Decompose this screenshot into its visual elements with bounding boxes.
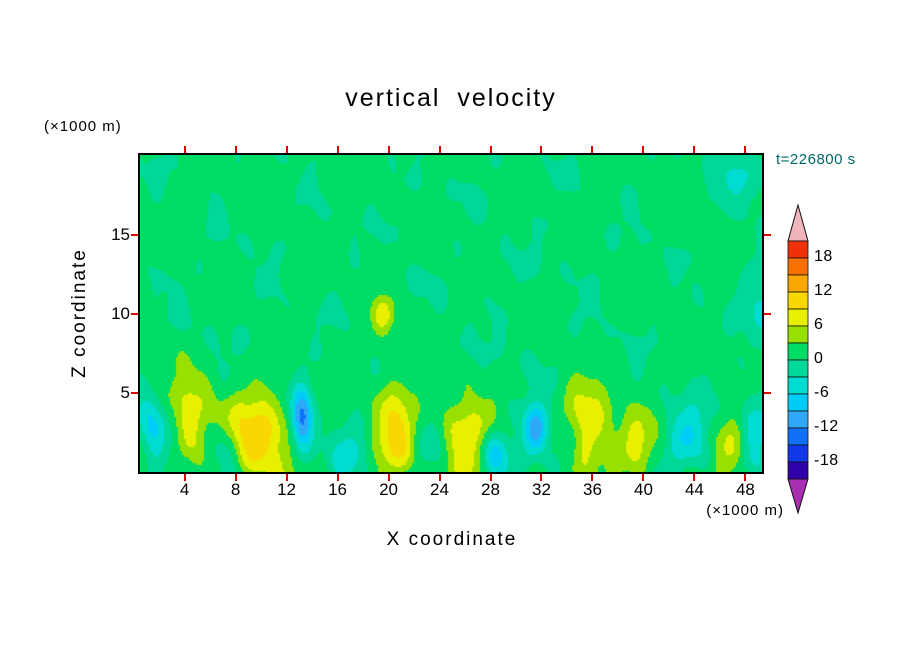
- contour-field-canvas: [140, 155, 762, 472]
- x-axis-tick: [285, 146, 288, 153]
- x-tick-label: 48: [735, 480, 755, 499]
- y-tick-label: 15: [111, 224, 130, 244]
- x-axis-tick: [336, 146, 339, 153]
- y-axis-tick: [764, 312, 771, 315]
- x-tick-label: 44: [684, 480, 704, 499]
- x-axis-tick: [540, 146, 543, 153]
- colorbar-band: [787, 274, 809, 293]
- plot-area: [138, 153, 764, 474]
- colorbar-tick-label: 12: [814, 282, 833, 299]
- time-label: t=226800 s: [776, 151, 856, 168]
- x-axis-tick: [387, 474, 390, 481]
- colorbar-over-arrow: [787, 204, 809, 242]
- colorbar-tick-label: 6: [814, 316, 824, 333]
- x-axis-tick: [744, 474, 747, 481]
- colorbar-band: [787, 393, 809, 412]
- x-tick-label: 4: [179, 480, 190, 499]
- x-axis-tick: [438, 146, 441, 153]
- colorbar-band: [787, 359, 809, 378]
- x-axis-tick: [234, 146, 237, 153]
- colorbar: [787, 204, 809, 515]
- colorbar-tick-label: -12: [814, 418, 839, 435]
- x-axis-tick: [540, 474, 543, 481]
- colorbar-band: [787, 308, 809, 327]
- x-tick-label: 24: [430, 480, 449, 499]
- x-axis-tick: [489, 146, 492, 153]
- x-tick-label: 20: [379, 480, 398, 499]
- x-tick-label: 28: [481, 480, 500, 499]
- x-axis-tick: [744, 146, 747, 153]
- y-axis-tick: [764, 391, 771, 394]
- x-axis-tick: [591, 474, 594, 481]
- x-tick-label: 32: [532, 480, 551, 499]
- x-axis-tick: [336, 474, 339, 481]
- x-axis-tick: [285, 474, 288, 481]
- colorbar-band: [787, 444, 809, 463]
- chart-title: vertical velocity: [345, 84, 557, 112]
- x-axis-tick: [693, 146, 696, 153]
- x-axis-label: X coordinate: [386, 529, 518, 550]
- x-axis-tick: [693, 474, 696, 481]
- x-tick-label: 16: [328, 480, 347, 499]
- y-tick-label: 5: [120, 382, 130, 402]
- colorbar-band: [787, 291, 809, 310]
- colorbar-tick-label: 18: [814, 248, 833, 265]
- x-axis-tick: [642, 474, 645, 481]
- x-tick-label: 12: [277, 480, 297, 499]
- x-tick-label: 40: [633, 480, 653, 499]
- x-axis-tick: [183, 474, 186, 481]
- y-axis-tick: [764, 233, 771, 236]
- x-axis-tick: [183, 146, 186, 153]
- colorbar-band: [787, 240, 809, 259]
- y-axis-unit-label: (×1000 m): [44, 118, 122, 135]
- colorbar-band: [787, 376, 809, 395]
- x-axis-tick: [438, 474, 441, 481]
- colorbar-band: [787, 461, 809, 480]
- y-axis-tick: [131, 312, 138, 315]
- colorbar-tick-label: 0: [814, 350, 824, 367]
- colorbar-under-arrow: [787, 478, 809, 515]
- colorbar-band: [787, 342, 809, 361]
- x-axis-tick: [387, 146, 390, 153]
- x-tick-label: 8: [230, 480, 241, 499]
- colorbar-band: [787, 427, 809, 446]
- colorbar-tick-label: -6: [814, 384, 830, 401]
- y-tick-label: 10: [111, 303, 130, 323]
- colorbar-band: [787, 257, 809, 276]
- y-axis-tick: [131, 233, 138, 236]
- x-tick-label: 36: [583, 480, 602, 499]
- x-axis-unit-label: (×1000 m): [706, 502, 784, 519]
- y-axis-tick: [131, 391, 138, 394]
- x-axis-tick: [591, 146, 594, 153]
- colorbar-tick-label: -18: [814, 452, 839, 469]
- x-axis-tick: [642, 146, 645, 153]
- colorbar-band: [787, 325, 809, 344]
- colorbar-band: [787, 410, 809, 429]
- x-axis-tick: [234, 474, 237, 481]
- x-axis-tick: [489, 474, 492, 481]
